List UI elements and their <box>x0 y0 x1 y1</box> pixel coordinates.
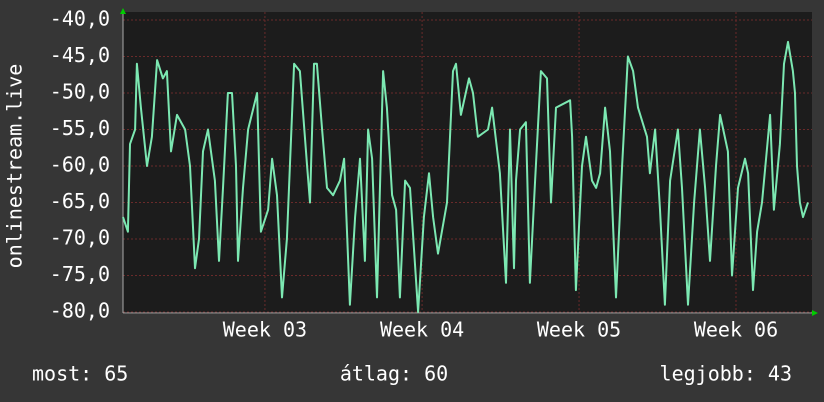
y-tick-label: -60,0 <box>50 153 110 177</box>
y-tick-label: -45,0 <box>50 43 110 67</box>
y-tick-label: -40,0 <box>50 7 110 31</box>
plot-area <box>123 12 812 314</box>
x-tick-label: Week 04 <box>380 318 464 342</box>
y-tick-label: -80,0 <box>50 299 110 323</box>
data-line <box>122 40 809 313</box>
grid <box>123 12 812 313</box>
y-tick-label: -70,0 <box>50 226 110 250</box>
y-tick-label: -55,0 <box>50 116 110 140</box>
x-tick-label: Week 05 <box>537 318 621 342</box>
footer-average: átlag: 60 <box>340 362 448 386</box>
x-tick-label: Week 03 <box>223 318 307 342</box>
footer-max: legjobb: 43 <box>660 362 792 386</box>
y-tick-label: -75,0 <box>50 262 110 286</box>
x-tick-label: Week 06 <box>694 318 778 342</box>
y-tick-label: -50,0 <box>50 80 110 104</box>
y-tick-label: -65,0 <box>50 189 110 213</box>
y-axis-label: onlinestream.live <box>3 64 27 269</box>
footer-current: most: 65 <box>32 362 128 386</box>
x-arrow <box>812 310 818 316</box>
y-arrow <box>120 8 126 14</box>
